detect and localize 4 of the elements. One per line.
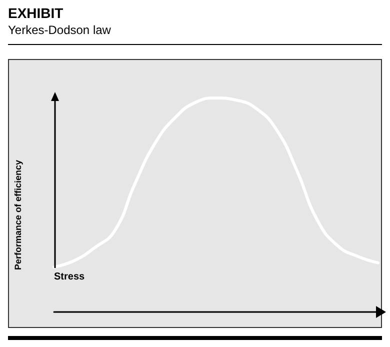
y-axis-title: Performance of efficiency <box>13 160 23 270</box>
chart-subtitle: Yerkes-Dodson law <box>8 23 111 37</box>
chart-title: EXHIBIT <box>8 5 64 21</box>
x-axis-title: Stress <box>54 272 86 282</box>
